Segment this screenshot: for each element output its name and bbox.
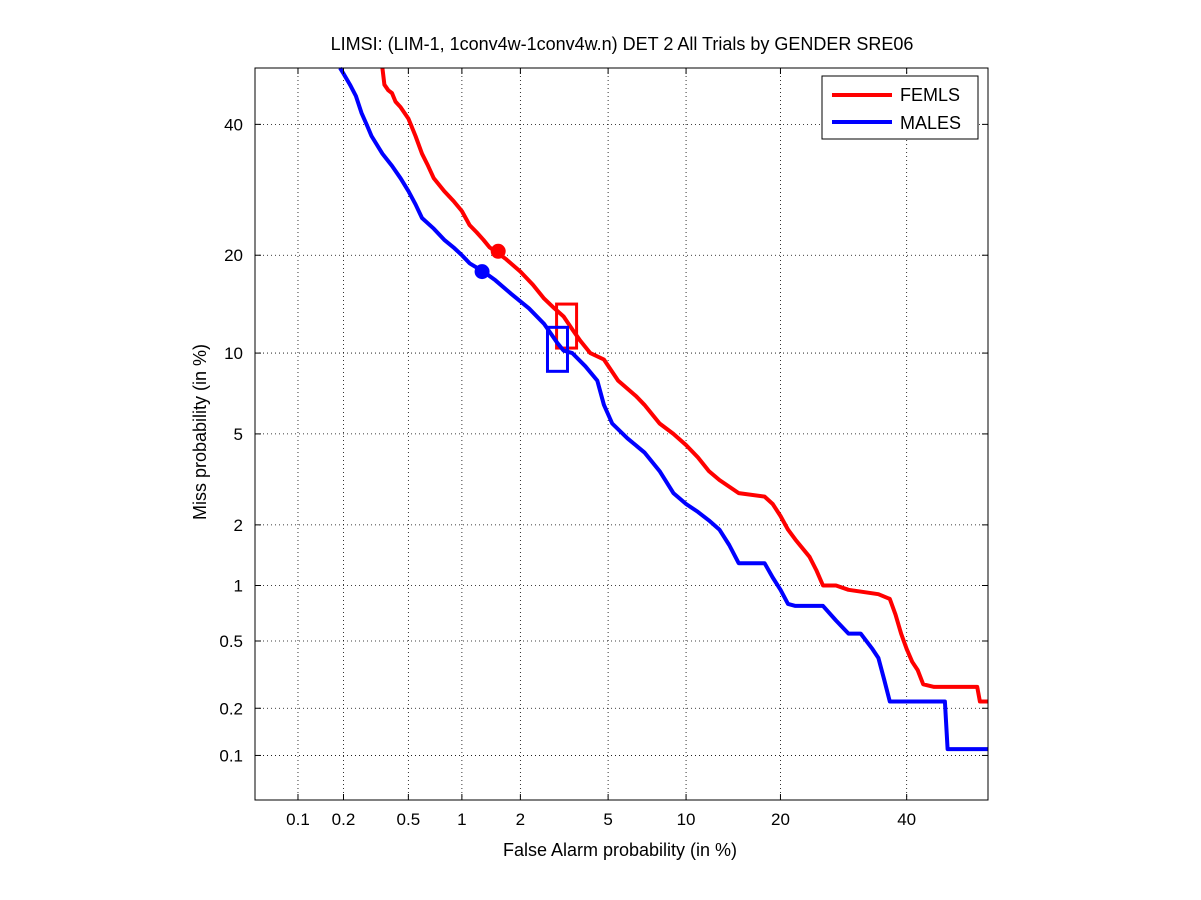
y-tick-label: 1 (234, 577, 243, 596)
x-tick-label: 10 (677, 810, 696, 829)
y-tick-label: 0.1 (219, 746, 243, 765)
series-line-males (338, 66, 988, 752)
y-axis-ticks: 0.1 0.2 0.5 1 2 5 10 20 40 (219, 115, 988, 765)
x-axis-ticks: 0.1 0.2 0.5 1 2 5 10 20 40 (286, 68, 916, 829)
legend-label-femls: FEMLS (900, 85, 960, 105)
x-tick-label: 40 (897, 810, 916, 829)
min-dcf-marker-males (474, 264, 490, 280)
x-tick-label: 1 (457, 810, 466, 829)
chart-title: LIMSI: (LIM-1, 1conv4w-1conv4w.n) DET 2 … (331, 34, 914, 54)
y-tick-label: 5 (234, 425, 243, 444)
legend-label-males: MALES (900, 113, 961, 133)
legend-box (821, 75, 979, 140)
y-tick-label: 2 (234, 516, 243, 535)
x-tick-label: 2 (516, 810, 525, 829)
x-tick-label: 0.1 (286, 810, 310, 829)
y-tick-label: 10 (224, 344, 243, 363)
act-dcf-marker-males (545, 325, 569, 373)
y-tick-label: 0.2 (219, 699, 243, 718)
x-tick-label: 5 (603, 810, 612, 829)
legend: FEMLS MALES (821, 75, 979, 140)
y-tick-label: 40 (224, 115, 243, 134)
x-tick-label: 0.2 (332, 810, 356, 829)
series-line-femls (380, 67, 988, 704)
min-dcf-marker-femls (490, 243, 506, 259)
x-tick-label: 0.5 (397, 810, 421, 829)
x-axis-label: False Alarm probability (in %) (503, 840, 737, 860)
series-layer (338, 66, 988, 752)
y-tick-label: 20 (224, 246, 243, 265)
y-axis-label: Miss probability (in %) (190, 344, 210, 520)
y-tick-label: 0.5 (219, 632, 243, 651)
x-tick-label: 20 (771, 810, 790, 829)
